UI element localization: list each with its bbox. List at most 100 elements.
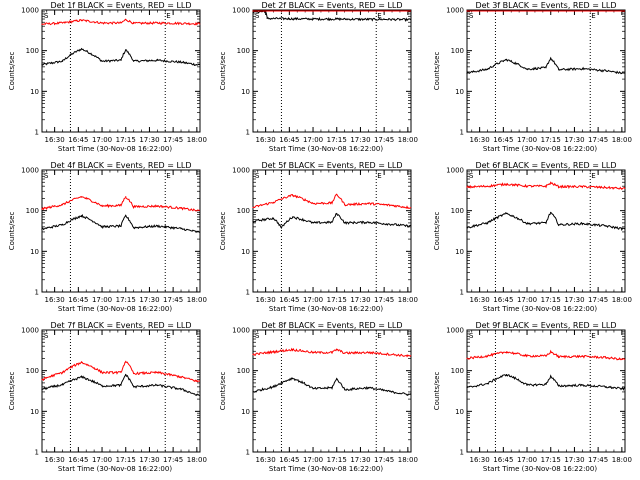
data-point [291,348,294,351]
data-point [196,231,198,233]
end-marker-label: E [377,12,381,20]
x-tick-label: 17:30 [350,296,370,304]
x-tick-label: 17:45 [374,456,394,464]
data-point [101,371,103,374]
y-tick-label: 100 [451,207,464,215]
data-point [120,384,122,386]
panel-title: Det 7f BLACK = Events, RED = LLD [50,321,191,330]
x-axis-label: Start Time (30-Nov-08 16:22:00) [483,305,597,313]
data-point [526,355,528,357]
y-axis-label: Counts/sec [8,372,16,411]
x-tick-label: 17:30 [139,136,159,144]
data-point [545,67,547,69]
data-point [312,10,314,12]
plot-frame [466,169,626,293]
panel-title: Det 6f BLACK = Events, RED = LLD [475,161,616,170]
data-point [605,386,607,388]
lld-series-line [41,18,201,26]
data-point [466,186,468,188]
data-point [252,10,254,12]
data-point [344,222,346,224]
y-axis-label: Counts/sec [8,212,16,251]
y-tick-label: 100 [451,47,464,55]
y-axis-label: Counts/sec [8,52,16,91]
data-point [196,64,198,66]
data-point [61,384,64,386]
y-tick-label: 1 [460,289,464,297]
data-point [101,385,103,387]
events-series-line [41,213,201,234]
panel-title: Det 8f BLACK = Events, RED = LLD [261,321,402,330]
data-point [288,18,290,20]
data-point [336,10,338,12]
panel-title: Det 9f BLACK = Events, RED = LLD [475,321,616,330]
lld-series-line [41,361,200,383]
data-point [120,22,122,24]
lld-series-line [252,347,412,358]
x-tick-label: 17:15 [327,456,347,464]
data-point [550,57,552,59]
data-point [344,389,346,391]
events-series-line [252,213,412,229]
panel-det-4: Det 4f BLACK = Events, RED = LLD 1 10 100 10… [8,161,207,313]
data-point [41,64,43,66]
data-point [526,10,528,12]
data-point [558,69,560,71]
data-point [344,204,346,206]
data-point [391,204,393,206]
data-point [41,23,43,25]
data-point [573,10,576,12]
data-point [558,385,560,387]
events-series-line [252,377,412,396]
data-point [272,386,275,388]
data-point [291,216,294,218]
y-tick-label: 10 [241,88,250,96]
panel-det-5: Det 5f BLACK = Events, RED = LLD 1 10 100 10… [219,161,418,313]
data-point [196,210,198,212]
data-point [156,371,158,374]
panel-title: Det 2f BLACK = Events, RED = LLD [261,1,402,10]
x-tick-label: 16:30 [45,456,65,464]
data-point [331,351,333,354]
data-point [125,196,127,198]
events-series-line [466,56,626,75]
x-tick-label: 17:45 [588,296,608,304]
end-marker-label: E [591,12,595,20]
x-tick-label: 17:45 [163,136,183,144]
data-point [180,228,182,230]
x-tick-label: 18:00 [187,136,207,144]
data-point [125,19,127,21]
y-tick-label: 1 [246,449,250,457]
x-tick-label: 16:30 [45,136,65,144]
data-point [466,357,468,360]
data-point [291,377,294,379]
data-point [486,222,489,224]
data-point [312,18,314,20]
data-point [120,59,122,61]
y-tick-label: 1000 [21,7,39,15]
x-tick-label: 17:30 [350,136,370,144]
data-point [101,60,103,62]
x-tick-label: 17:00 [92,296,112,304]
data-point [80,48,83,50]
data-point [558,224,560,226]
panel-det-2: Det 2f BLACK = Events, RED = LLD 1 10 100 10… [219,1,418,153]
y-axis-label: Counts/sec [433,372,441,411]
data-point [605,356,607,359]
end-marker-label: E [166,172,170,180]
data-point [391,353,393,356]
x-tick-label: 17:45 [163,296,183,304]
panel-det-3: Det 3f BLACK = Events, RED = LLD 1 10 100 10… [433,1,632,153]
y-tick-label: 100 [26,47,39,55]
x-tick-label: 17:30 [564,136,584,144]
y-tick-label: 1000 [21,167,39,175]
x-tick-label: 17:00 [517,136,537,144]
y-axis-label: Counts/sec [219,52,227,91]
x-tick-label: 18:00 [612,296,632,304]
end-marker-label: E [166,12,170,20]
data-point [312,202,314,205]
data-point [332,10,335,12]
x-tick-label: 17:00 [303,456,323,464]
data-point [80,361,83,363]
